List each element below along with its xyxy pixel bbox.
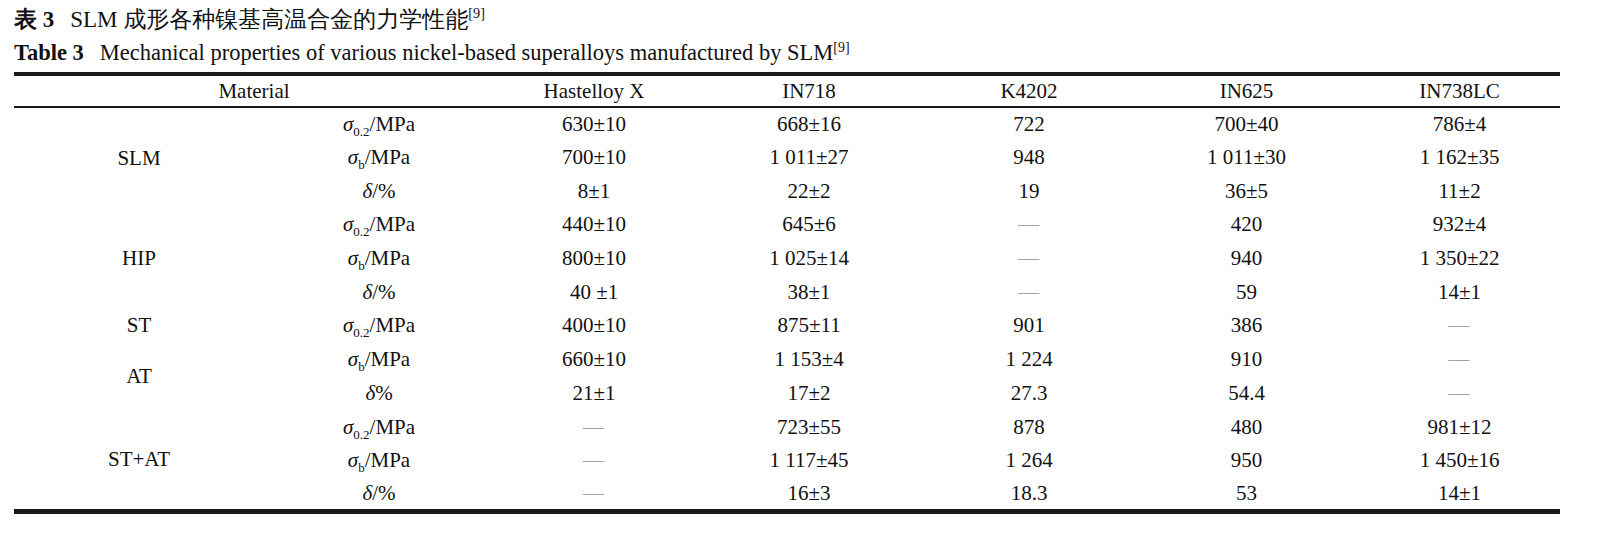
group-cell-at: AT — [14, 343, 264, 410]
value-cell: 700±40 — [1134, 107, 1359, 141]
value-cell: 910 — [1134, 343, 1359, 377]
property-label: σ0.2/MPa — [264, 107, 494, 141]
value-cell: 22±2 — [694, 174, 924, 208]
table-row: SLM σ0.2/MPa 630±10 668±16 722 700±40 78… — [14, 107, 1560, 141]
table-row: AT σb/MPa 660±10 1 153±4 1 224 910 — — [14, 343, 1560, 377]
value-cell: 786±4 — [1359, 107, 1560, 141]
value-cell: 700±10 — [494, 141, 694, 175]
value-cell: 875±11 — [694, 309, 924, 343]
group-cell-st: ST — [14, 309, 264, 343]
value-cell: 948 — [924, 141, 1134, 175]
group-cell-st-at: ST+AT — [14, 410, 264, 511]
value-cell: 668±16 — [694, 107, 924, 141]
value-cell: 901 — [924, 309, 1134, 343]
value-cell: 38±1 — [694, 275, 924, 309]
group-cell-hip: HIP — [14, 208, 264, 309]
property-label: σ0.2/MPa — [264, 309, 494, 343]
value-cell: 11±2 — [1359, 174, 1560, 208]
value-cell: — — [924, 208, 1134, 242]
value-cell: 14±1 — [1359, 275, 1560, 309]
column-header-k4202: K4202 — [924, 74, 1134, 107]
value-cell: 1 162±35 — [1359, 141, 1560, 175]
value-cell: 17±2 — [694, 377, 924, 411]
value-cell: — — [494, 478, 694, 512]
mechanical-properties-table: Material Hastelloy X IN718 K4202 IN625 I… — [14, 72, 1560, 514]
caption-english: Table 3 Mechanical properties of various … — [0, 36, 1600, 69]
value-cell: 19 — [924, 174, 1134, 208]
value-cell: 59 — [1134, 275, 1359, 309]
value-cell: 660±10 — [494, 343, 694, 377]
property-label: σb/MPa — [264, 141, 494, 175]
property-label: σ0.2/MPa — [264, 410, 494, 444]
paper-table-figure: 表 3SLM 成形各种镍基高温合金的力学性能[9] Table 3Mechani… — [0, 0, 1600, 542]
value-cell: 1 350±22 — [1359, 242, 1560, 276]
property-label: δ/% — [264, 275, 494, 309]
value-cell: — — [494, 444, 694, 478]
property-label: σ0.2/MPa — [264, 208, 494, 242]
value-cell: 950 — [1134, 444, 1359, 478]
value-cell: 645±6 — [694, 208, 924, 242]
value-cell: 8±1 — [494, 174, 694, 208]
value-cell: 27.3 — [924, 377, 1134, 411]
value-cell: — — [924, 275, 1134, 309]
value-cell: 1 264 — [924, 444, 1134, 478]
value-cell: 1 450±16 — [1359, 444, 1560, 478]
property-label: δ/% — [264, 174, 494, 208]
value-cell: 1 153±4 — [694, 343, 924, 377]
value-cell: 386 — [1134, 309, 1359, 343]
caption-en-text: Mechanical properties of various nickel-… — [100, 40, 834, 65]
value-cell: 21±1 — [494, 377, 694, 411]
column-header-hastelloy-x: Hastelloy X — [494, 74, 694, 107]
group-cell-slm: SLM — [14, 107, 264, 208]
value-cell: — — [1359, 343, 1560, 377]
value-cell: 1 117±45 — [694, 444, 924, 478]
value-cell: 14±1 — [1359, 478, 1560, 512]
value-cell: 40 ±1 — [494, 275, 694, 309]
value-cell: 878 — [924, 410, 1134, 444]
caption-chinese: 表 3 SLM 成形各种镍基高温合金的力学性能[9] — [0, 0, 1600, 36]
value-cell: 723±55 — [694, 410, 924, 444]
table-row: ST σ0.2/MPa 400±10 875±11 901 386 — — [14, 309, 1560, 343]
value-cell: 440±10 — [494, 208, 694, 242]
caption-en-citation: [9] — [833, 40, 849, 55]
value-cell: 630±10 — [494, 107, 694, 141]
value-cell: — — [1359, 377, 1560, 411]
value-cell: 722 — [924, 107, 1134, 141]
header-row: Material Hastelloy X IN718 K4202 IN625 I… — [14, 74, 1560, 107]
value-cell: 400±10 — [494, 309, 694, 343]
value-cell: 1 224 — [924, 343, 1134, 377]
caption-zh-citation: [9] — [468, 5, 485, 21]
property-label: σb/MPa — [264, 444, 494, 478]
value-cell: 1 011±27 — [694, 141, 924, 175]
property-label: σb/MPa — [264, 343, 494, 377]
value-cell: 420 — [1134, 208, 1359, 242]
value-cell: — — [494, 410, 694, 444]
table-row: ST+AT σ0.2/MPa — 723±55 878 480 981±12 — [14, 410, 1560, 444]
value-cell: — — [1359, 309, 1560, 343]
property-label: σb/MPa — [264, 242, 494, 276]
value-cell: — — [924, 242, 1134, 276]
column-header-in738lc: IN738LC — [1359, 74, 1560, 107]
value-cell: 16±3 — [694, 478, 924, 512]
property-label: δ/% — [264, 478, 494, 512]
value-cell: 940 — [1134, 242, 1359, 276]
table-row: HIP σ0.2/MPa 440±10 645±6 — 420 932±4 — [14, 208, 1560, 242]
caption-zh-text: SLM 成形各种镍基高温合金的力学性能 — [70, 7, 468, 32]
value-cell: 932±4 — [1359, 208, 1560, 242]
value-cell: 1 011±30 — [1134, 141, 1359, 175]
value-cell: 800±10 — [494, 242, 694, 276]
caption-en-label: Table 3 — [14, 40, 84, 65]
value-cell: 480 — [1134, 410, 1359, 444]
property-label: δ% — [264, 377, 494, 411]
column-header-material: Material — [14, 74, 494, 107]
column-header-in718: IN718 — [694, 74, 924, 107]
value-cell: 18.3 — [924, 478, 1134, 512]
column-header-in625: IN625 — [1134, 74, 1359, 107]
value-cell: 36±5 — [1134, 174, 1359, 208]
value-cell: 54.4 — [1134, 377, 1359, 411]
value-cell: 53 — [1134, 478, 1359, 512]
value-cell: 1 025±14 — [694, 242, 924, 276]
caption-zh-label: 表 3 — [14, 7, 54, 32]
value-cell: 981±12 — [1359, 410, 1560, 444]
